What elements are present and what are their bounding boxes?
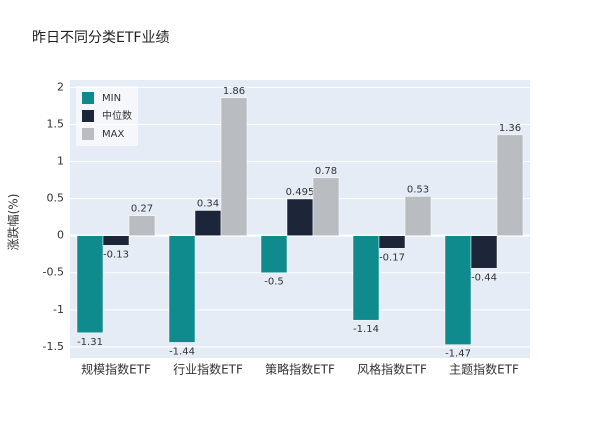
data-label: -0.13 bbox=[103, 249, 129, 260]
data-label: 0.495 bbox=[286, 187, 315, 198]
y-tick-label: 0 bbox=[57, 229, 64, 242]
data-label: -0.44 bbox=[471, 272, 497, 283]
bar bbox=[378, 235, 406, 249]
legend-swatch bbox=[82, 128, 94, 140]
data-label: -1.14 bbox=[353, 324, 379, 335]
data-label: 0.34 bbox=[197, 198, 219, 209]
y-tick-label: 0.5 bbox=[47, 192, 65, 205]
legend-swatch bbox=[82, 110, 94, 122]
data-label: -0.17 bbox=[379, 252, 405, 263]
bar bbox=[444, 235, 472, 345]
bar bbox=[312, 177, 340, 236]
y-tick-label: 1.5 bbox=[47, 117, 65, 130]
bar bbox=[128, 215, 156, 236]
x-tick-label: 风格指数ETF bbox=[357, 362, 427, 377]
data-label: -1.31 bbox=[77, 337, 103, 348]
data-label: 1.86 bbox=[223, 86, 245, 97]
bar bbox=[496, 134, 524, 236]
bar bbox=[286, 198, 314, 236]
y-tick-label: -1.5 bbox=[43, 340, 64, 353]
bar bbox=[352, 235, 380, 321]
data-label: -1.44 bbox=[169, 346, 195, 357]
legend-label: MAX bbox=[102, 129, 124, 140]
bar bbox=[260, 235, 288, 273]
x-tick-label: 行业指数ETF bbox=[173, 362, 243, 377]
chart-title: 昨日不同分类ETF业绩 bbox=[32, 30, 169, 46]
data-label: 0.53 bbox=[407, 184, 429, 195]
bar bbox=[470, 235, 498, 269]
bar bbox=[220, 97, 248, 236]
data-label: -1.47 bbox=[445, 349, 471, 360]
y-tick-label: -1 bbox=[53, 303, 64, 316]
legend-label: 中位数 bbox=[102, 109, 132, 122]
data-label: 1.36 bbox=[499, 123, 521, 134]
bar bbox=[102, 235, 130, 246]
bar bbox=[404, 196, 432, 236]
y-axis-label: 涨跌幅(%) bbox=[6, 194, 21, 251]
legend-label: MIN bbox=[102, 93, 121, 104]
legend-swatch bbox=[82, 92, 94, 104]
bar bbox=[194, 210, 222, 236]
y-tick-label: 1 bbox=[57, 155, 64, 168]
data-label: 0.27 bbox=[131, 204, 153, 215]
bar bbox=[76, 235, 104, 334]
x-tick-label: 主题指数ETF bbox=[449, 362, 519, 377]
bar bbox=[168, 235, 196, 343]
y-tick-label: -0.5 bbox=[43, 266, 64, 279]
x-tick-label: 策略指数ETF bbox=[265, 362, 335, 377]
data-label: 0.78 bbox=[315, 166, 337, 177]
x-tick-label: 规模指数ETF bbox=[81, 362, 151, 377]
data-label: -0.5 bbox=[264, 277, 284, 288]
y-tick-label: 2 bbox=[57, 80, 64, 93]
